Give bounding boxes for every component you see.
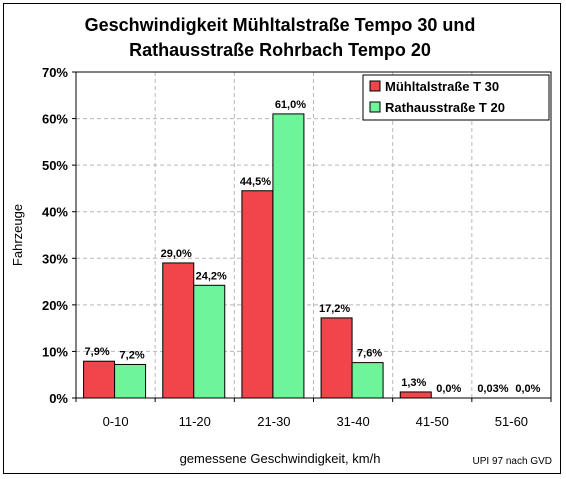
grid-lines — [76, 72, 551, 398]
y-tick-label: 40% — [42, 205, 68, 220]
x-tick-label: 0-10 — [103, 414, 129, 429]
data-label: 44,5% — [240, 176, 271, 188]
credit-note: UPI 97 nach GVD — [473, 456, 552, 467]
data-label: 1,3% — [401, 377, 426, 389]
data-label: 7,9% — [85, 346, 110, 358]
y-tick-label: 50% — [42, 158, 68, 173]
bar — [241, 190, 274, 399]
data-label: 7,2% — [120, 349, 145, 361]
y-tick-label: 60% — [42, 112, 68, 127]
legend-label-muehltal: Mühltalstraße T 30 — [385, 79, 499, 94]
y-tick-label: 30% — [42, 251, 68, 266]
bars — [83, 113, 432, 399]
legend-swatch-rathaus — [369, 101, 381, 113]
y-tick-label: 0% — [49, 391, 68, 406]
y-axis-label: Fahrzeuge — [10, 204, 25, 266]
legend-swatch-muehltal — [369, 80, 381, 92]
x-axis-label: gemessene Geschwindigkeit, km/h — [180, 451, 381, 466]
bar — [83, 360, 116, 399]
y-tick-label: 20% — [42, 298, 68, 313]
y-tick-label: 10% — [42, 344, 68, 359]
data-labels: 7,9% 29,0% 44,5% 17,2% 1,3% 0,03% 7,2% 24,2% 61,… — [85, 99, 541, 395]
bar — [351, 362, 384, 399]
x-tick-label: 41-50 — [416, 414, 449, 429]
x-tick-label: 51-60 — [495, 414, 528, 429]
x-tick-label: 21-30 — [257, 414, 290, 429]
legend-label-rathaus: Rathausstraße T 20 — [385, 100, 505, 115]
data-label: 0,0% — [515, 383, 540, 395]
data-label: 7,6% — [357, 348, 382, 360]
data-label: 17,2% — [319, 303, 350, 315]
bar — [399, 391, 432, 399]
x-tick-label: 31-40 — [336, 414, 369, 429]
legend: Mühltalstraße T 30 Rathausstraße T 20 — [362, 74, 550, 121]
data-label: 61,0% — [275, 99, 306, 111]
data-label: 0,0% — [436, 383, 461, 395]
bar — [272, 113, 305, 399]
bar — [114, 363, 147, 399]
legend-box — [362, 74, 550, 121]
chart-title-line-1: Geschwindigkeit Mühltalstraße Tempo 30 u… — [85, 15, 476, 35]
data-label: 0,03% — [477, 383, 508, 395]
x-tick-label: 11-20 — [179, 414, 211, 429]
y-axis-ticks: 0% 10% 20% 30% 40% 50% 60% 70% — [42, 65, 76, 406]
bar — [320, 317, 353, 399]
y-tick-label: 70% — [42, 65, 68, 80]
bar — [193, 284, 226, 399]
plot-area-border — [75, 71, 552, 399]
chart-title-line-2: Rathausstraße Rohrbach Tempo 20 — [129, 40, 431, 60]
data-label: 24,2% — [196, 270, 227, 282]
data-label: 29,0% — [161, 248, 192, 260]
bar — [162, 262, 195, 399]
x-axis-ticks: 0-10 11-20 21-30 31-40 41-50 51-60 — [75, 398, 552, 429]
